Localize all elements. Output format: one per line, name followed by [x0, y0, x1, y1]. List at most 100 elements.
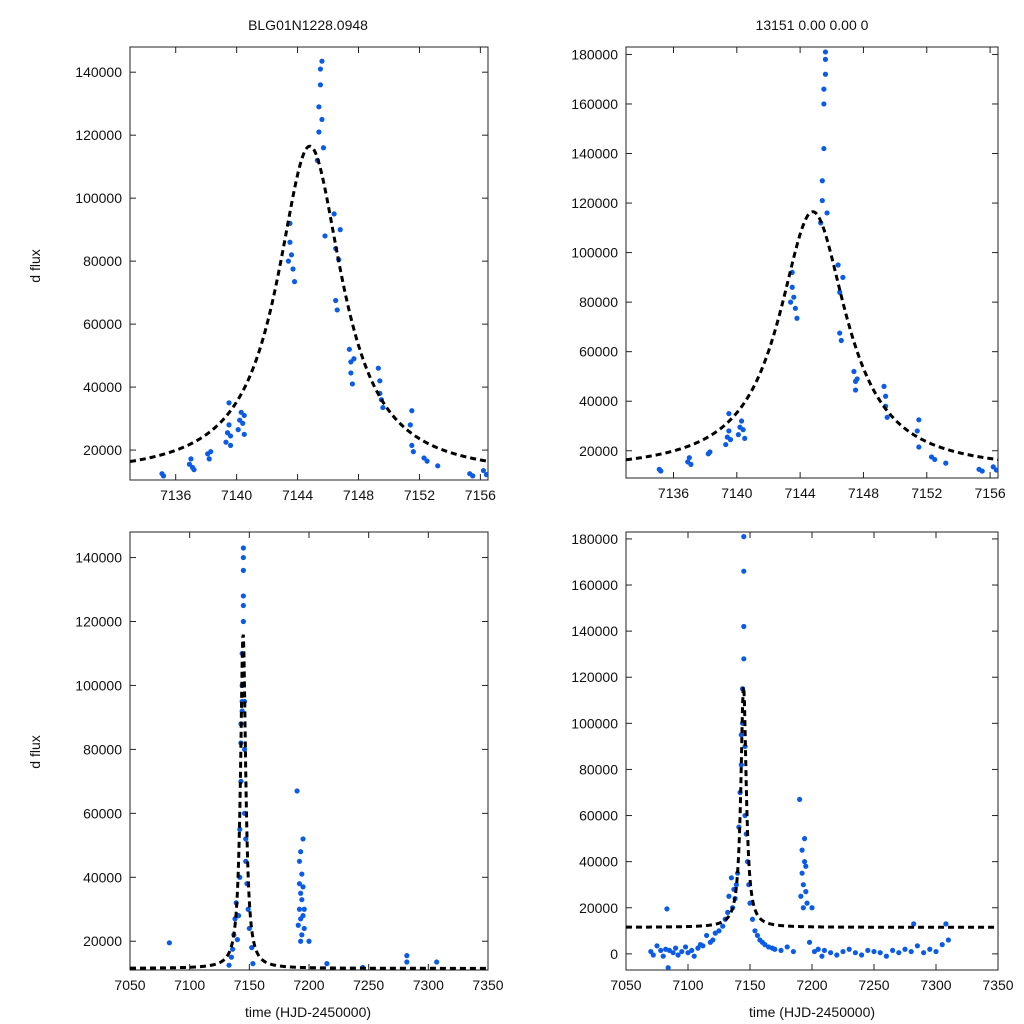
x-tick-label: 7100 [672, 977, 703, 993]
data-point [241, 545, 246, 550]
data-point [933, 949, 938, 954]
x-tick-label: 7250 [858, 977, 889, 993]
data-point [297, 859, 302, 864]
data-point [704, 933, 709, 938]
data-point [980, 468, 985, 473]
x-tick-label: 7050 [610, 977, 641, 993]
data-point [319, 117, 324, 122]
data-point [884, 954, 889, 959]
data-point [720, 924, 725, 929]
data-point [191, 467, 196, 472]
data-point [298, 891, 303, 896]
data-point [377, 378, 382, 383]
y-tick-label: 80000 [83, 741, 122, 757]
data-point [809, 905, 814, 910]
data-point [316, 129, 321, 134]
data-point [208, 449, 213, 454]
data-point [226, 422, 231, 427]
data-point [228, 443, 233, 448]
y-tick-label: 40000 [579, 393, 618, 409]
x-tick-label: 7200 [293, 977, 324, 993]
zoom-right-frame [626, 47, 998, 478]
x-tick-label: 7050 [114, 977, 145, 993]
data-point [306, 939, 311, 944]
x-tick-label: 7144 [785, 485, 816, 501]
data-point [671, 950, 676, 955]
data-point [840, 275, 845, 280]
data-point [235, 937, 240, 942]
data-point [853, 950, 858, 955]
data-point [728, 437, 733, 442]
full-left-frame [130, 532, 488, 970]
data-point [651, 952, 656, 957]
data-point [881, 384, 886, 389]
y-tick-label: 140000 [571, 146, 618, 162]
data-point [788, 300, 793, 305]
data-point [794, 316, 799, 321]
data-point [408, 422, 413, 427]
full-right-panel: 7050 7100 7150 7200 7250 7300 7350 0 20000 40000 6… [571, 531, 1013, 993]
data-point [242, 413, 247, 418]
y-tick-label: 160000 [571, 577, 618, 593]
y-tick-label: 100000 [571, 715, 618, 731]
data-point [736, 432, 741, 437]
data-point [726, 411, 731, 416]
data-point [885, 415, 890, 420]
data-point [799, 848, 804, 853]
data-point [316, 104, 321, 109]
data-point [241, 619, 246, 624]
data-point [167, 940, 172, 945]
x-tick-label: 7350 [982, 977, 1013, 993]
data-point [741, 427, 746, 432]
data-point [890, 948, 895, 953]
data-point [658, 468, 663, 473]
x-tick-label: 7148 [343, 487, 374, 503]
data-point [824, 210, 829, 215]
y-tick-label: 60000 [83, 805, 122, 821]
full-left-plot-area [130, 545, 488, 970]
title-left: BLG01N1228.0948 [248, 17, 368, 33]
data-point [710, 937, 715, 942]
data-point [286, 259, 291, 264]
data-point [679, 949, 684, 954]
data-point [932, 457, 937, 462]
data-point [791, 949, 796, 954]
data-point [241, 555, 246, 560]
y-tick-label: 20000 [579, 900, 618, 916]
y-tick-label: 120000 [75, 127, 122, 143]
data-point [741, 624, 746, 629]
data-point [820, 178, 825, 183]
data-point [376, 366, 381, 371]
data-point [700, 943, 705, 948]
data-point [837, 330, 842, 335]
data-point [666, 965, 671, 970]
y-tick-label: 60000 [579, 808, 618, 824]
data-point [300, 884, 305, 889]
light-curve-figure: BLG01N1228.0948 13151 0.00 0.00 0 d flux… [0, 0, 1024, 1024]
data-point [819, 954, 824, 959]
y-tick-label: 80000 [83, 253, 122, 269]
data-point [902, 947, 907, 952]
data-point [741, 656, 746, 661]
data-point [865, 948, 870, 953]
data-point [241, 603, 246, 608]
data-point [683, 944, 688, 949]
x-tick-label: 7156 [975, 485, 1006, 501]
data-point [332, 211, 337, 216]
xlabel-bottom-left: time (HJD-2450000) [245, 1004, 371, 1020]
data-point [909, 949, 914, 954]
data-point [338, 227, 343, 232]
data-point [859, 952, 864, 957]
data-point [855, 376, 860, 381]
data-point [915, 428, 920, 433]
data-point [324, 961, 329, 966]
data-point [803, 889, 808, 894]
data-point [380, 405, 385, 410]
data-point [820, 198, 825, 203]
x-tick-label: 7156 [465, 487, 496, 503]
y-tick-label: 100000 [75, 190, 122, 206]
x-tick-label: 7144 [282, 487, 313, 503]
full-right-frame [626, 532, 998, 970]
y-tick-label: 60000 [83, 316, 122, 332]
data-point [802, 836, 807, 841]
